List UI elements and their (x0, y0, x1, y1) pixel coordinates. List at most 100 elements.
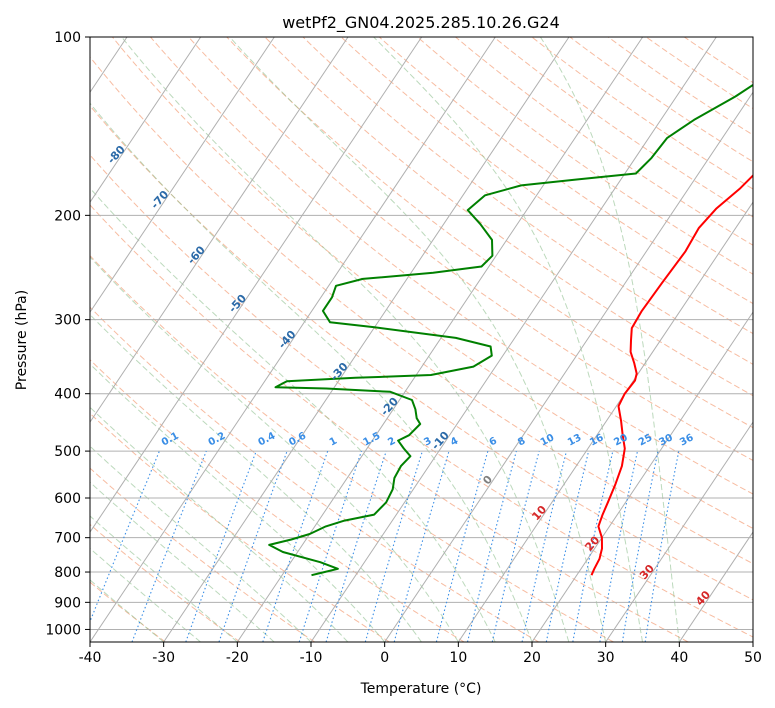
plot-frame (89, 36, 754, 643)
mixing-ratio-line (325, 450, 387, 642)
moist-adiabat-line (90, 579, 165, 642)
dry-adiabat-line (90, 412, 390, 642)
dry-adiabat-line (90, 523, 241, 642)
mixing-ratio-label: 6 (488, 436, 499, 449)
dry-adiabat-line (112, 37, 753, 529)
mixing-ratio-label: 13 (566, 432, 583, 448)
mixing-ratio-line (131, 450, 207, 642)
moist-adiabat-line (90, 363, 386, 642)
isotherm-line (457, 201, 753, 642)
dry-adiabat-line (417, 37, 753, 275)
mixing-ratio-line (185, 450, 257, 642)
dry-adiabat-line (493, 37, 753, 218)
dry-adiabat-label: -100 (16, 48, 44, 77)
x-ticks: -40 -30 -20 -10 0 10 20 30 40 50 (79, 642, 762, 666)
mixing-ratio-line (599, 450, 639, 642)
y-tick-label: 500 (54, 444, 81, 460)
dry-adiabat-label: 10 (529, 503, 549, 523)
dry-adiabat-line (645, 37, 753, 110)
dry-adiabat-label: -50 (226, 292, 249, 316)
dry-adiabat-label: -60 (185, 243, 208, 267)
mixing-ratio-line (491, 450, 540, 642)
dry-adiabat-line (302, 37, 753, 365)
x-tick-label: 30 (597, 650, 615, 666)
moist-adiabat-line (121, 37, 570, 642)
moist-adiabat-line (90, 515, 238, 642)
mixing-ratio-line (364, 450, 423, 642)
mixing-ratio-label: 0.6 (287, 431, 308, 449)
isotherm-line (678, 531, 753, 642)
dewpoint-profile-line (268, 83, 753, 577)
moist-adiabat-line (90, 256, 459, 642)
mixing-ratio-line (644, 450, 680, 642)
isotherm-line (384, 91, 753, 642)
moist-adiabat-line (90, 102, 533, 642)
x-axis-label: Temperature (°C) (360, 681, 482, 697)
dry-adiabat-label: -90 (66, 90, 89, 114)
dry-adiabat-label: 40 (693, 588, 713, 608)
dry-adiabat-line (150, 37, 753, 495)
y-tick-label: 600 (54, 491, 81, 507)
isotherm-line (236, 37, 644, 642)
mixing-ratio-line (90, 450, 160, 623)
mixing-ratio-label: 20 (612, 432, 629, 448)
mixing-ratio-label: 30 (657, 432, 674, 448)
dry-adiabat-label: -80 (105, 143, 128, 167)
x-tick-label: -20 (226, 650, 249, 666)
y-tick-label: 1000 (45, 622, 81, 638)
mixing-ratio-line (435, 450, 489, 642)
dry-adiabat-label: 30 (637, 562, 657, 582)
dry-adiabat-line (607, 37, 753, 136)
dry-adiabat-line (90, 105, 753, 601)
mixing-ratio-label: 2 (386, 436, 397, 449)
dry-adiabat-label: -40 (276, 328, 299, 352)
mixing-ratio-label: 4 (449, 436, 460, 449)
x-tick-label: 40 (670, 650, 688, 666)
series-layer (268, 83, 753, 577)
dry-adiabat-line (90, 154, 753, 638)
y-ticks: 100 200 300 400 500 600 700 800 900 1000 (45, 30, 90, 638)
x-tick-label: -40 (79, 650, 102, 666)
chart-title: wetPf2_GN04.2025.285.10.26.G24 (282, 13, 560, 33)
moist-adiabat-line (90, 481, 275, 642)
dry-adiabat-label: 20 (582, 533, 602, 553)
mixing-ratio-line (218, 450, 288, 642)
isotherm-line (90, 37, 349, 423)
y-axis-label: Pressure (hPa) (14, 290, 30, 390)
dry-adiabat-line (90, 254, 614, 642)
dry-adiabat-line (264, 37, 753, 397)
dry-adiabat-line (188, 37, 753, 462)
dry-adiabat-line (340, 37, 753, 335)
isotherm-line (90, 37, 423, 533)
dry-adiabat-label: 0 (480, 473, 495, 488)
mixing-ratio-line (393, 450, 450, 642)
moist-adiabat-line (90, 406, 349, 642)
background-lines (90, 37, 753, 642)
moist-adiabat-line (229, 37, 607, 642)
x-tick-label: -10 (300, 650, 323, 666)
moist-adiabat-line (90, 547, 201, 642)
dry-adiabat-line (378, 37, 753, 305)
y-tick-label: 700 (54, 531, 81, 547)
temperature-profile-line (590, 174, 753, 576)
x-tick-label: 50 (744, 650, 762, 666)
y-tick-label: 200 (54, 208, 81, 224)
y-tick-label: 100 (54, 30, 81, 46)
mixing-ratio-label: 1.5 (361, 431, 382, 449)
isotherm-line (752, 641, 753, 642)
mixing-ratio-line (521, 450, 568, 642)
x-tick-label: 20 (523, 650, 541, 666)
dry-adiabat-line (90, 467, 315, 642)
dry-adiabat-line (90, 204, 689, 642)
mixing-ratio-label: 3 (422, 436, 433, 449)
y-tick-label: 400 (54, 387, 81, 403)
dry-adiabat-line (90, 56, 753, 565)
isotherm-line (531, 311, 753, 642)
line-labels: 0.1 0.2 0.4 0.6 1 1.5 2 3 4 6 8 10 13 16 20 25 30 36-100-… (16, 48, 714, 609)
x-tick-label: 10 (449, 650, 467, 666)
mixing-ratio-label: 10 (539, 432, 556, 448)
mixing-ratio-label: 16 (588, 432, 605, 448)
mixing-ratio-line (545, 450, 590, 642)
isotherm-line (90, 37, 275, 314)
mixing-ratio-label: 0.1 (160, 431, 181, 449)
